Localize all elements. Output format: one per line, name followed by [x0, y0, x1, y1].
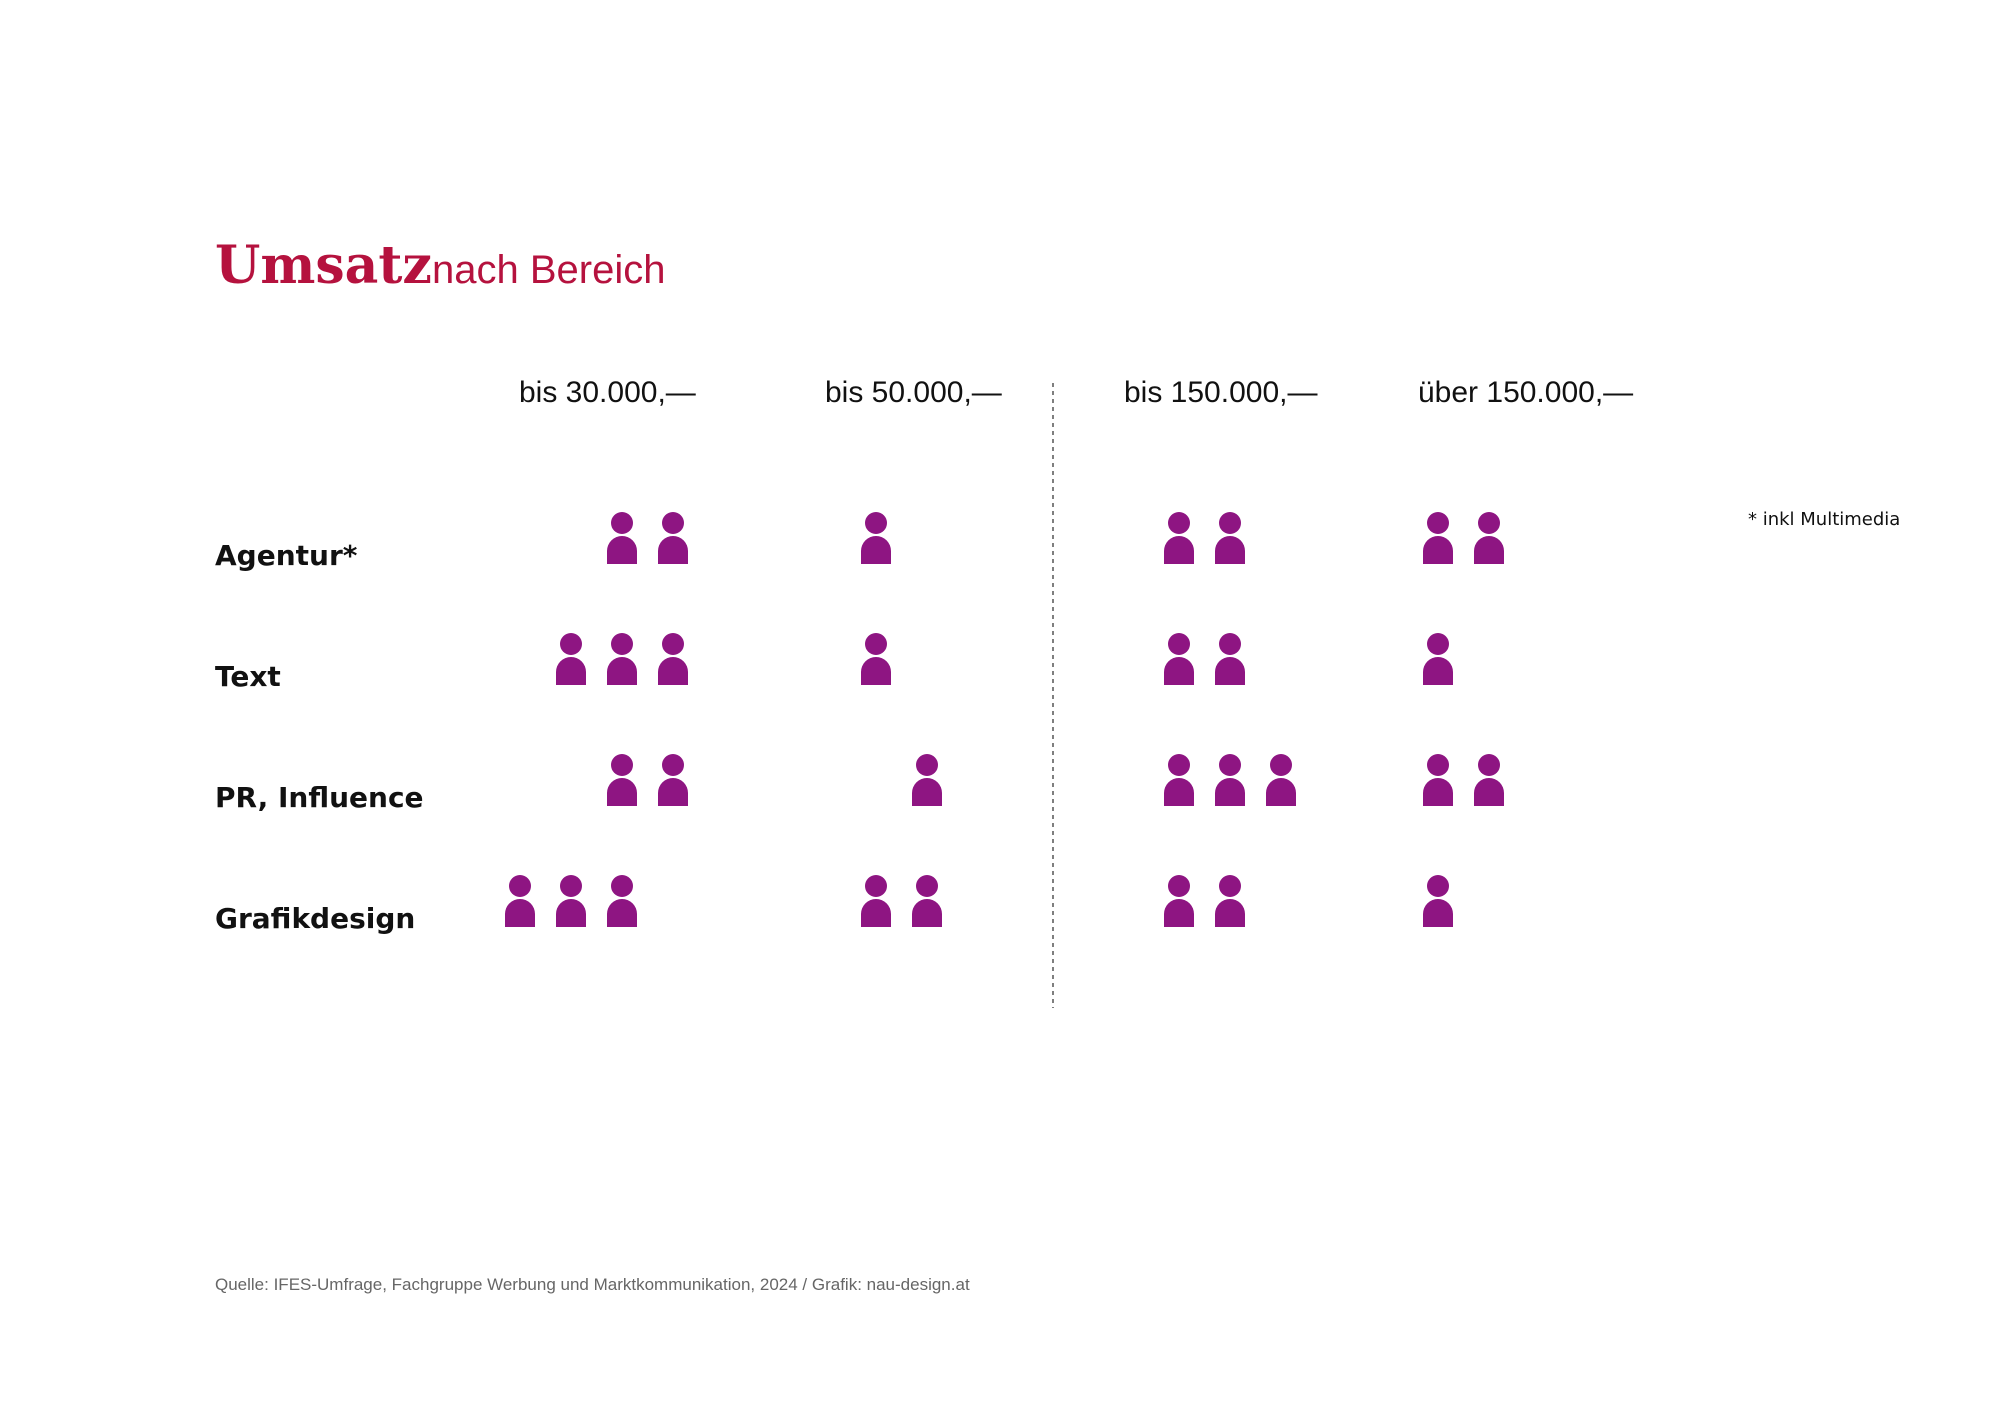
person-icon [1266, 754, 1296, 806]
person-icon [1423, 875, 1453, 927]
person-icon [1215, 754, 1245, 806]
person-icon [861, 512, 891, 564]
footnote: * inkl Multimedia [1748, 509, 1900, 530]
column-header: über 150.000,— [1418, 376, 1633, 409]
person-icon [607, 633, 637, 685]
person-icon [1215, 512, 1245, 564]
column-header: bis 150.000,— [1124, 376, 1317, 409]
person-icon [1164, 633, 1194, 685]
source-note: Quelle: IFES-Umfrage, Fachgruppe Werbung… [215, 1275, 970, 1294]
person-icon [1423, 754, 1453, 806]
pictogram-icons [505, 512, 1534, 927]
row-label: PR, Influence [215, 781, 424, 814]
person-icon [912, 754, 942, 806]
person-icon [1474, 512, 1504, 564]
person-icon [607, 754, 637, 806]
chart-title: Umsatz [215, 235, 432, 296]
person-icon [1423, 633, 1453, 685]
person-icon [1164, 754, 1194, 806]
person-icon [1215, 633, 1245, 685]
person-icon [1266, 512, 1275, 564]
row-label: Agentur* [215, 539, 358, 572]
column-header: bis 30.000,— [519, 376, 696, 409]
person-icon [1525, 754, 1534, 806]
person-icon [1266, 875, 1275, 927]
person-icon [607, 512, 637, 564]
person-icon [912, 633, 921, 685]
person-icon [556, 633, 586, 685]
person-icon [1423, 512, 1453, 564]
person-icon [912, 512, 924, 564]
person-icon [658, 875, 667, 927]
person-icon [1215, 875, 1245, 927]
chart-subtitle: nach Bereich [432, 248, 665, 292]
person-icon [1164, 875, 1194, 927]
person-icon [861, 875, 891, 927]
person-icon [1474, 754, 1504, 806]
row-label: Text [215, 660, 281, 693]
row-label: Grafikdesign [215, 902, 415, 935]
person-icon [1266, 633, 1275, 685]
person-icon [658, 512, 688, 564]
column-header: bis 50.000,— [825, 376, 1002, 409]
person-icon [1164, 512, 1194, 564]
person-icon [658, 633, 688, 685]
person-icon [861, 633, 891, 685]
person-icon [607, 875, 637, 927]
person-icon [556, 875, 586, 927]
person-icon [912, 875, 942, 927]
person-icon [658, 754, 688, 806]
person-icon [1525, 512, 1534, 564]
person-icon [505, 875, 535, 927]
